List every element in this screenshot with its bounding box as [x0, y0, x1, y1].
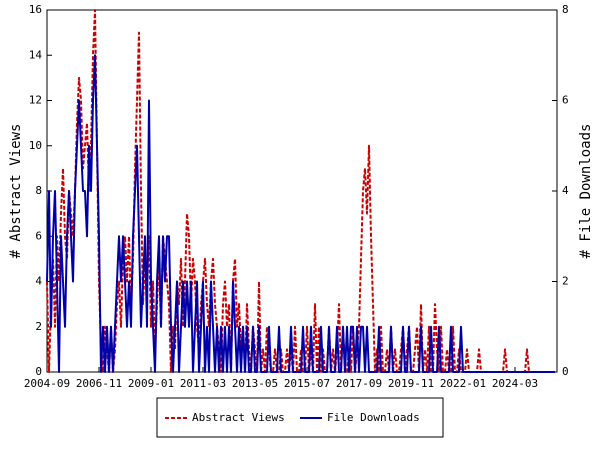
- x-tick-label: 2024-03: [492, 377, 538, 390]
- y2-axis-title: # File Downloads: [578, 124, 594, 259]
- x-tick-label: 2009-01: [128, 377, 174, 390]
- y-tick-label: 14: [29, 48, 43, 61]
- x-tick-label: 2013-05: [232, 377, 278, 390]
- y-axis-title: # Abstract Views: [8, 124, 24, 259]
- y2-tick-label: 4: [562, 184, 569, 197]
- y-tick-label: 6: [35, 229, 42, 242]
- y-tick-label: 2: [35, 320, 42, 333]
- y-tick-label: 4: [35, 275, 42, 288]
- y-tick-label: 10: [29, 139, 42, 152]
- x-tick-label: 2015-07: [284, 377, 330, 390]
- x-tick-label: 2011-03: [180, 377, 226, 390]
- x-tick-label: 2017-09: [336, 377, 382, 390]
- legend-label: Abstract Views: [192, 411, 285, 424]
- x-tick-label: 2004-09: [24, 377, 70, 390]
- x-tick-label: 2006-11: [76, 377, 122, 390]
- x-tick-label: 2022-01: [440, 377, 486, 390]
- x-tick-label: 2019-11: [388, 377, 434, 390]
- y-tick-label: 16: [29, 3, 42, 16]
- series-line: [46, 54, 555, 373]
- y2-tick-label: 2: [562, 275, 569, 288]
- y2-tick-label: 0: [562, 365, 569, 378]
- y2-tick-label: 6: [562, 94, 569, 107]
- legend-label: File Downloads: [327, 411, 420, 424]
- series-line: [46, 9, 555, 373]
- y-tick-label: 0: [35, 365, 42, 378]
- y2-tick-label: 8: [562, 3, 569, 16]
- y-tick-label: 12: [29, 94, 42, 107]
- plot-frame: [46, 9, 558, 373]
- y-tick-label: 8: [35, 184, 42, 197]
